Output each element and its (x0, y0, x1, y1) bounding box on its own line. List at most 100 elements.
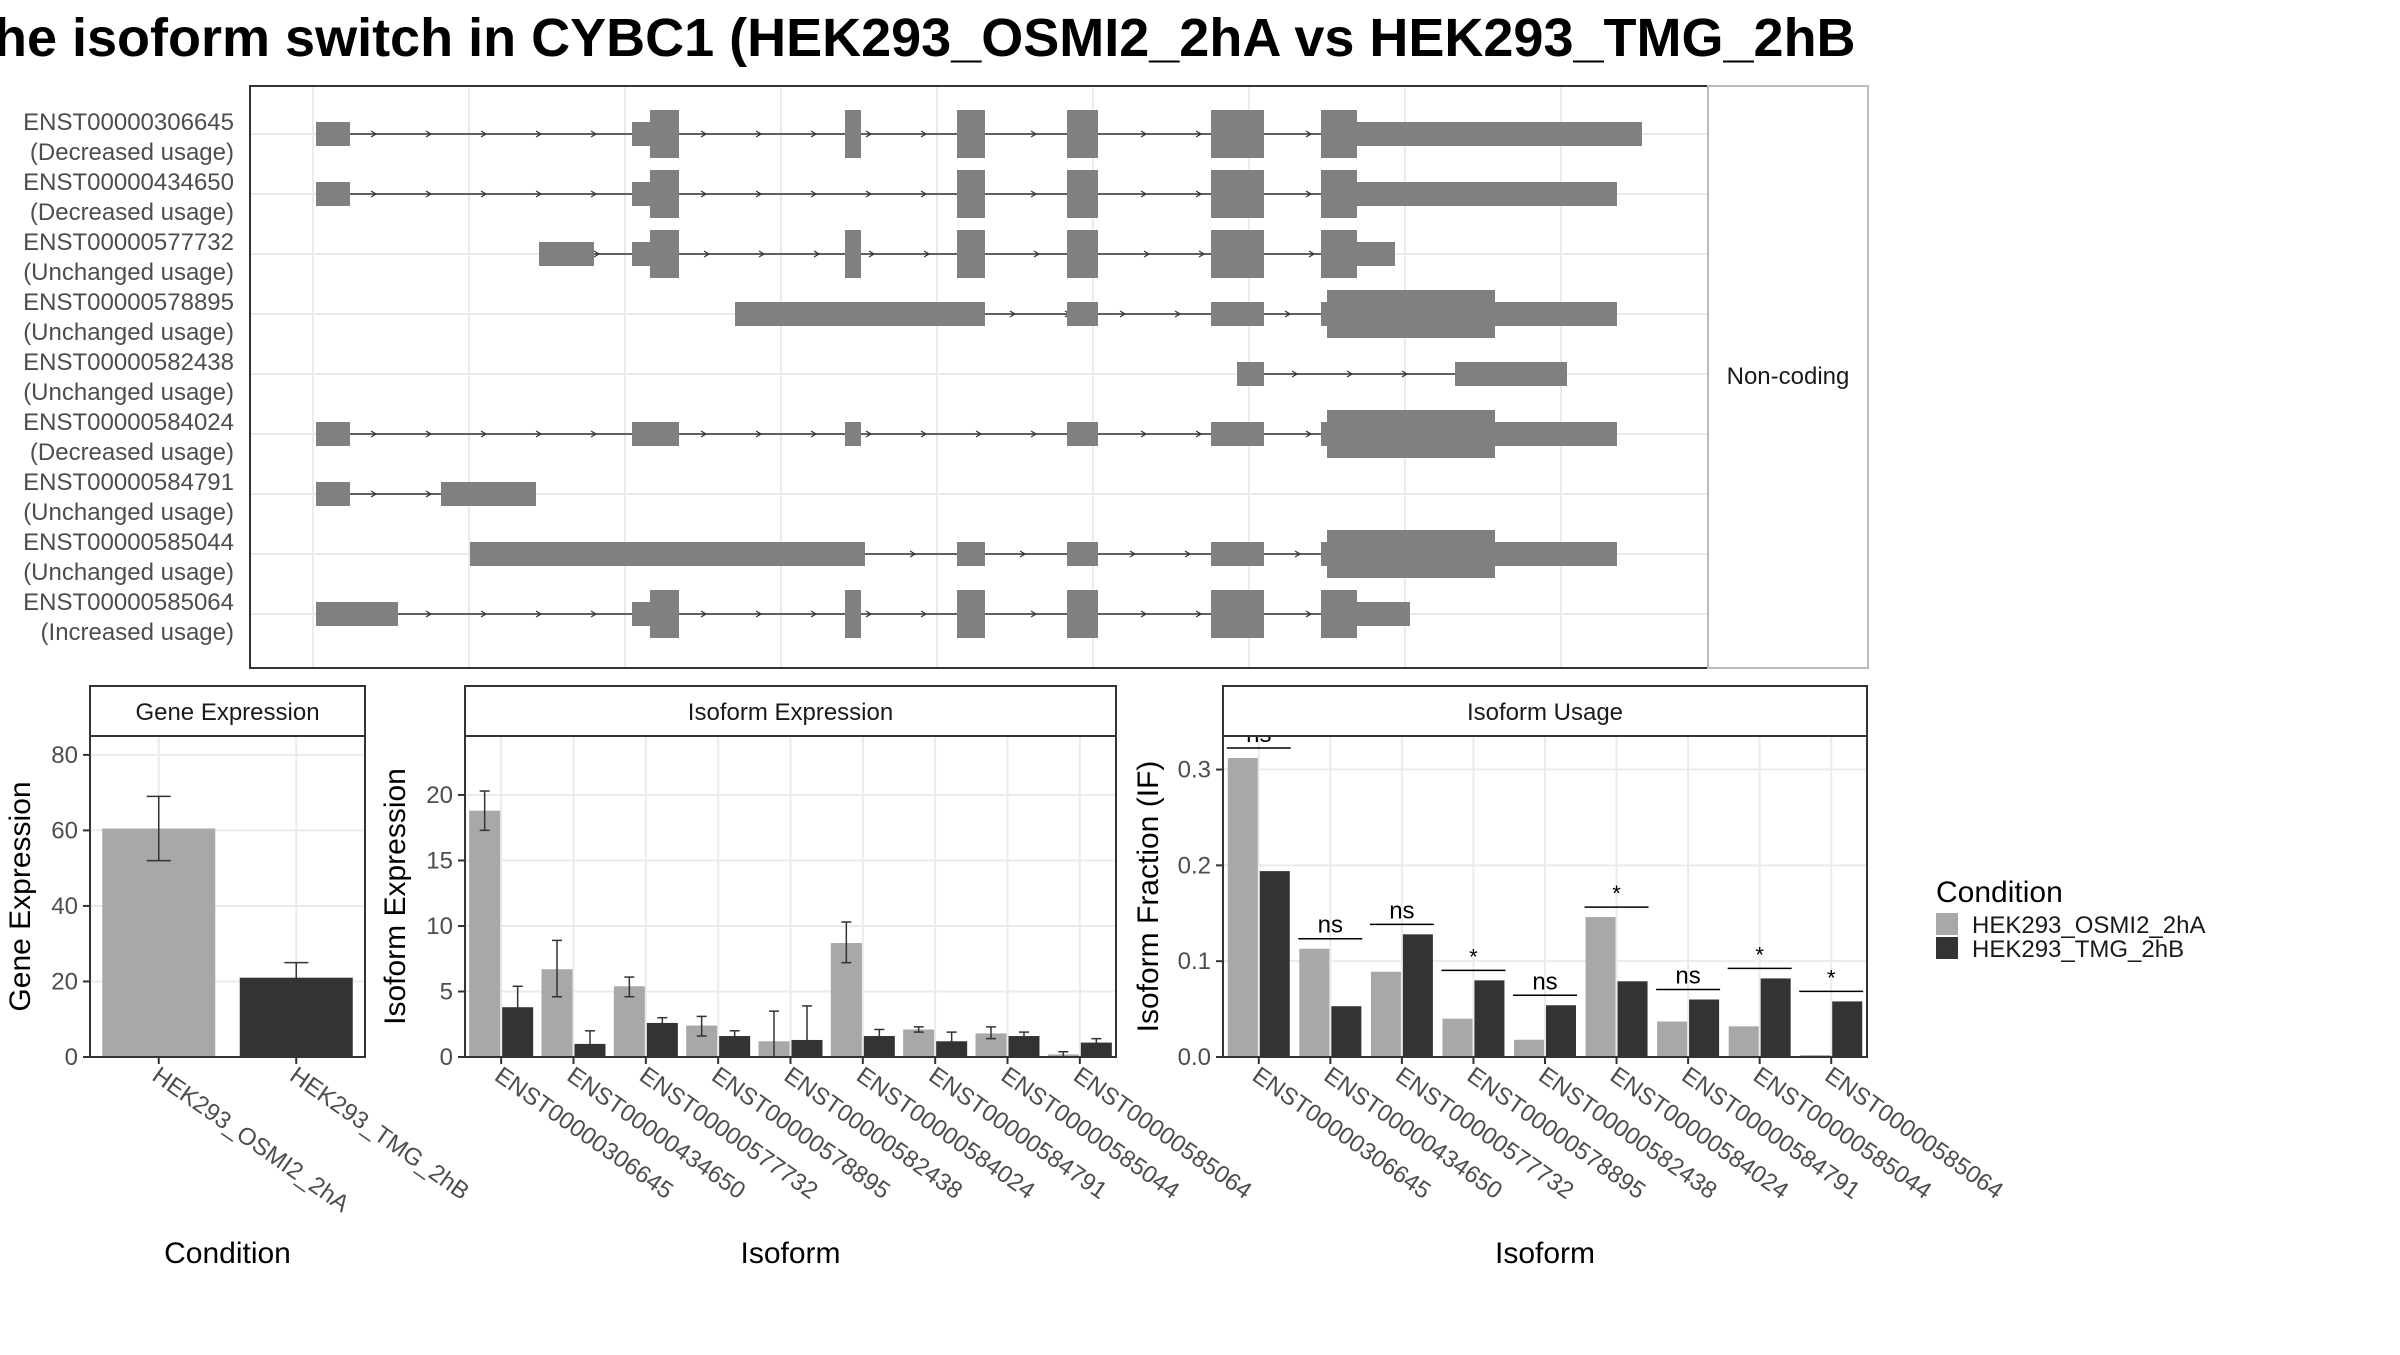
strand-arrow (755, 430, 763, 438)
coding-exon (1067, 170, 1098, 218)
utr-exon (316, 122, 350, 146)
coding-exon (957, 590, 985, 638)
isoform-expression-bar (1080, 1042, 1112, 1057)
transcript-usage-label: (Unchanged usage) (23, 499, 234, 526)
transcript-usage-label: (Unchanged usage) (23, 319, 234, 346)
strand-arrow (1291, 370, 1299, 378)
utr-exon (1357, 122, 1642, 146)
utr-exon (539, 242, 594, 266)
strand-arrow (1294, 550, 1302, 558)
utr-exon (1067, 422, 1098, 446)
transcript-usage-label: (Decreased usage) (30, 439, 234, 466)
figure-title: he isoform switch in CYBC1 (HEK293_OSMI2… (0, 8, 1856, 68)
isoform-expression-bar (903, 1029, 935, 1057)
transcript-usage-label: (Increased usage) (41, 619, 234, 646)
coding-exon (650, 590, 679, 638)
isoform-usage-significance-label: * (1612, 881, 1621, 906)
isoform-usage-bar (1259, 871, 1290, 1057)
coding-exon (1327, 530, 1495, 578)
coding-exon (1321, 110, 1357, 158)
strand-arrow (593, 250, 601, 258)
utr-exon (845, 422, 861, 446)
transcript-id-label: ENST00000306645 (23, 109, 234, 136)
strand-arrow (1195, 430, 1203, 438)
coding-exon (845, 590, 861, 638)
strand-arrow (920, 190, 928, 198)
transcript-usage-label: (Decreased usage) (30, 139, 234, 166)
utr-exon (1357, 182, 1617, 206)
strand-arrow (813, 250, 821, 258)
legend-item-label: HEK293_TMG_2hB (1972, 936, 2184, 963)
strand-arrow (480, 190, 488, 198)
coding-exon (1321, 170, 1357, 218)
isoform-usage-bar (1514, 1039, 1544, 1057)
strand-arrow (810, 190, 818, 198)
strand-arrow (480, 610, 488, 618)
utr-exon (316, 482, 350, 506)
utr-exon (1495, 542, 1617, 566)
strand-arrow (1305, 130, 1313, 138)
gene-expression-x-axis-title: Condition (164, 1237, 291, 1270)
strand-arrow (425, 190, 433, 198)
isoform-expression-y-tick-label: 15 (426, 847, 453, 874)
gene-expression-y-tick-label: 80 (51, 742, 78, 769)
isoform-expression-y-tick-label: 5 (440, 978, 453, 1005)
coding-exon (1211, 590, 1264, 638)
isoform-expression-y-tick-label: 20 (426, 782, 453, 809)
coding-exon (1067, 590, 1098, 638)
utr-exon (1237, 362, 1264, 386)
strand-arrow (1401, 370, 1409, 378)
gene-expression-y-tick-label: 40 (51, 893, 78, 920)
strand-arrow (920, 430, 928, 438)
strand-arrow (480, 430, 488, 438)
strand-arrow (755, 190, 763, 198)
utr-exon (470, 542, 865, 566)
strand-arrow (1346, 370, 1354, 378)
utr-exon (1455, 362, 1567, 386)
strand-arrow (1195, 610, 1203, 618)
strand-arrow (1305, 610, 1313, 618)
isoform-usage-bar (1760, 978, 1791, 1057)
isoform-usage-significance-label: * (1827, 965, 1836, 990)
gene-expression-y-tick-label: 20 (51, 968, 78, 995)
isoform-usage-x-axis-title: Isoform (1495, 1237, 1595, 1270)
gene-expression-y-axis-title: Gene Expression (4, 781, 37, 1011)
coding-exon (1211, 230, 1264, 278)
strand-arrow (920, 130, 928, 138)
isoform-usage-y-axis-title: Isoform Fraction (IF) (1132, 761, 1165, 1033)
strand-arrow (1195, 190, 1203, 198)
strand-arrow (865, 610, 873, 618)
utr-exon (957, 542, 985, 566)
strand-arrow (865, 130, 873, 138)
isoform-expression-bar (975, 1033, 1007, 1057)
strand-arrow (1019, 550, 1027, 558)
utr-exon (1211, 542, 1264, 566)
coding-exon (957, 110, 985, 158)
gene-expression-y-tick-label: 60 (51, 817, 78, 844)
strand-arrow (810, 130, 818, 138)
strand-arrow (1009, 310, 1017, 318)
isoform-usage-bar (1657, 1021, 1688, 1057)
strand-arrow (1140, 610, 1148, 618)
legend-swatch (1936, 913, 1958, 935)
coding-exon (957, 230, 985, 278)
coding-exon (1211, 170, 1264, 218)
coding-exon (1067, 110, 1098, 158)
transcript-id-label: ENST00000578895 (23, 289, 234, 316)
isoform-expression-bar (863, 1036, 895, 1057)
isoform-usage-bar (1227, 758, 1258, 1057)
legend-swatch (1936, 937, 1958, 959)
isoform-usage-significance-label: * (1755, 942, 1764, 967)
isoform-usage-significance-label: ns (1532, 968, 1557, 995)
coding-exon (1321, 590, 1357, 638)
utr-exon (441, 482, 536, 506)
isoform-usage-bar (1728, 1026, 1759, 1057)
isoform-expression-facet-strip (464, 685, 1117, 737)
strand-arrow (535, 430, 543, 438)
gene-expression-bar (239, 977, 353, 1057)
transcript-id-label: ENST00000585044 (23, 529, 234, 556)
isoform-usage-y-tick-label: 0.0 (1178, 1044, 1211, 1071)
isoform-usage-bar (1617, 981, 1648, 1057)
strand-arrow (535, 190, 543, 198)
isoform-expression-y-tick-label: 0 (440, 1044, 453, 1071)
